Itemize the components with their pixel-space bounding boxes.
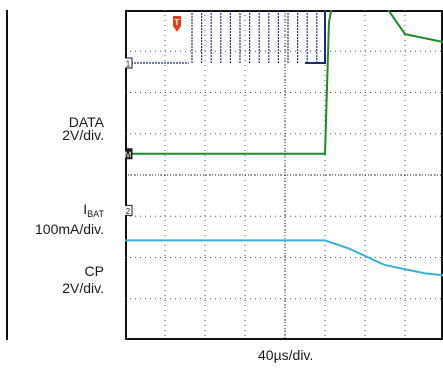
channel-marker-label: 1 — [126, 60, 131, 69]
ibat-channel-scale: 100mA/div. — [35, 221, 104, 237]
data-channel-name: DATA — [68, 114, 104, 130]
trigger-marker-label: T — [175, 18, 180, 27]
channel-marker-label: 2 — [126, 207, 131, 216]
data-channel-scale: 2V/div. — [62, 127, 104, 143]
channel-marker — [125, 204, 133, 216]
ibat-channel-name: IBAT — [83, 201, 104, 220]
data-trace — [305, 10, 326, 64]
channel-marker-label: M — [125, 150, 132, 159]
channel-marker — [125, 148, 133, 160]
cp-channel-scale: 2V/div. — [62, 280, 104, 296]
oscilloscope-display: T 1 M 2 — [125, 10, 443, 340]
channel-marker — [125, 57, 133, 69]
data-trace-burst — [125, 10, 318, 64]
cp-trace — [125, 239, 443, 277]
adjacent-scope-frame — [0, 10, 8, 340]
trigger-marker — [173, 16, 181, 32]
cp-channel-name: CP — [84, 263, 104, 279]
time-scale-label: 40µs/div. — [258, 347, 314, 363]
ibat-trace — [125, 10, 443, 155]
